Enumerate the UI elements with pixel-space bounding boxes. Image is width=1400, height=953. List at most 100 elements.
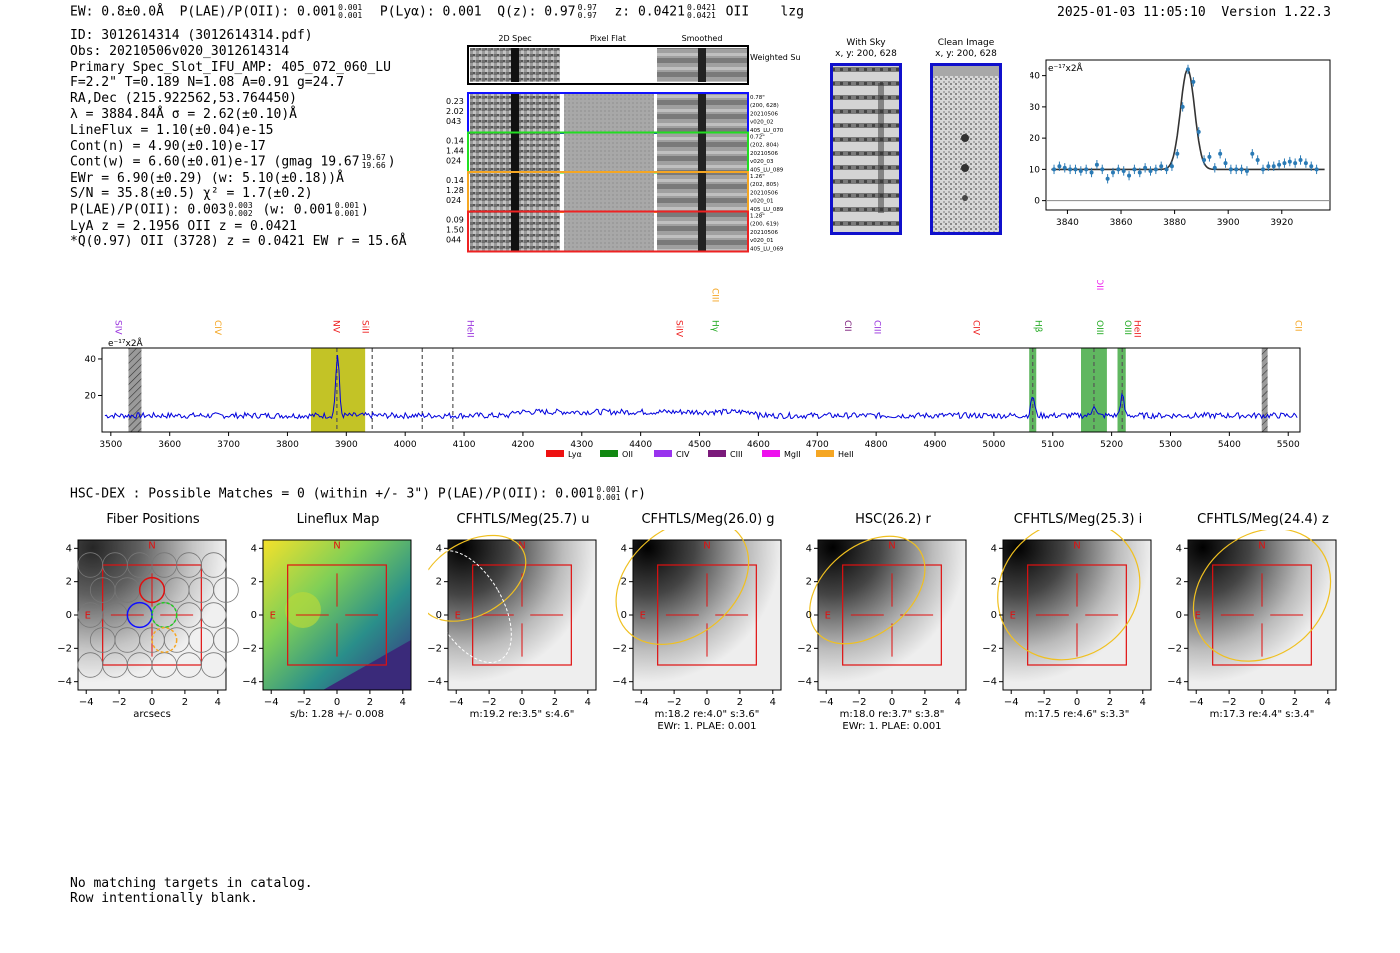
panel-x-tick-label: 2 — [922, 697, 928, 708]
panel-x-tick-label: 2 — [1292, 697, 1298, 708]
info-obs: Obs: 20210506v020_3012614314 — [70, 43, 290, 59]
fit-data-point — [1287, 159, 1292, 164]
spec2d-row-line — [511, 212, 519, 251]
panel-y-tick-label: 2 — [66, 577, 72, 588]
panel-y-tick-label: 2 — [251, 577, 257, 588]
spec2d-row-color-bar — [467, 172, 469, 212]
with-sky-title-block: With Sky x, y: 200, 628 — [830, 38, 902, 60]
fiber-orange — [151, 626, 178, 654]
spectrum-masked-region — [128, 348, 142, 432]
info-plae-w: (w: 0.001 — [262, 202, 333, 218]
spectrum-y-tick-label: 40 — [85, 355, 97, 365]
header-qz-hi: 0.97 — [577, 3, 597, 12]
with-sky-coords: x, y: 200, 628 — [835, 49, 897, 59]
spectrum-line-label: Hγ — [710, 320, 720, 333]
north-label: N — [888, 540, 895, 551]
spectrum-x-tick-label: 5500 — [1277, 440, 1300, 450]
spectrum-line-label: CIII — [710, 288, 720, 302]
fit-data-point — [1303, 161, 1308, 166]
east-label: E — [455, 610, 461, 621]
panel-y-tick-label: 4 — [621, 543, 627, 554]
panel-y-tick-label: 4 — [806, 543, 812, 554]
fit-data-point — [1105, 176, 1110, 181]
spectrum-masked-region — [1261, 348, 1268, 432]
fiber-red — [138, 576, 166, 604]
spectrum-line-label: CIV — [212, 320, 222, 336]
spec2d-col-label: Pixel Flat — [590, 34, 626, 43]
spectrum-x-tick-label: 4100 — [453, 440, 476, 450]
fit-y-tick-label: 30 — [1030, 103, 1040, 113]
panel-y-tick-label: 0 — [991, 610, 997, 621]
panel-x-tick-label: 0 — [149, 697, 155, 708]
info-plae-lo: 0.002 — [228, 209, 253, 219]
fiber-green — [151, 601, 178, 629]
fit-data-point — [1261, 167, 1266, 172]
fit-data-point — [1100, 167, 1105, 172]
spec2d-row-line-smooth — [698, 133, 706, 172]
spectrum-x-tick-label: 4900 — [924, 440, 947, 450]
header-plae-hi: 0.001 — [338, 3, 363, 12]
header-plae-lo: 0.001 — [338, 11, 363, 20]
panel-caption: arcsecs — [133, 709, 171, 720]
fit-data-point — [1094, 162, 1099, 167]
panel-caption: m:18.2 re:4.0" s:3.6" — [655, 709, 760, 720]
fit-x-tick-label: 3840 — [1056, 218, 1079, 228]
header-z-lo: 0.0421 — [686, 11, 716, 20]
spec2d-row-left-label: 024 — [446, 196, 461, 205]
spectrum-line-label: CIV — [970, 320, 980, 336]
header-plya: P(Lyα): 0.001 — [379, 4, 482, 20]
panel-galaxy-image — [1003, 540, 1151, 690]
info-radec: RA,Dec (215.922562,53.764450) — [70, 91, 297, 107]
fit-plot-frame — [1045, 59, 1331, 211]
info-contw-text: Cont(w) = 6.60(±0.01)e-17 (gmag 19.67 — [70, 154, 360, 170]
east-label: E — [270, 610, 276, 621]
panel-y-tick-label: 4 — [991, 543, 997, 554]
panel-y-tick-label: 2 — [991, 577, 997, 588]
spectrum-x-tick-label: 3900 — [335, 440, 358, 450]
fit-data-point — [1164, 167, 1169, 172]
fit-data-point — [1234, 167, 1239, 172]
fit-data-point — [1293, 161, 1298, 166]
spectrum-line-label: SIV — [113, 320, 123, 335]
spectrum-line-label: CII — [1292, 320, 1302, 332]
clean-cutout — [930, 63, 1002, 235]
fit-data-point — [1228, 167, 1233, 172]
lineflux-blob — [285, 592, 321, 628]
fit-data-point — [1110, 170, 1115, 175]
galaxy-ellipse — [997, 530, 1141, 661]
spec2d-row-right-label: 1.26" — [750, 174, 765, 180]
fit-data-point — [1116, 167, 1121, 172]
panel-x-tick-label: 0 — [1259, 697, 1265, 708]
spectrum-x-tick-label: 4200 — [511, 440, 534, 450]
spec2d-row-color-bar — [467, 211, 469, 252]
fit-data-point — [1196, 129, 1201, 134]
spec2d-row-right-label: v020_01 — [750, 199, 774, 205]
panel-title: CFHTLS/Meg(25.7) u — [456, 512, 590, 527]
spectrum-line-label: OIII — [1094, 320, 1104, 335]
panel-x-tick-label: −4 — [79, 697, 94, 708]
legend-swatch — [654, 450, 672, 457]
legend-label: CIII — [730, 450, 743, 459]
fiber-circle — [200, 602, 227, 628]
info-contn: Cont(n) = 4.90(±0.10)e-17 — [70, 138, 266, 154]
info-sn: S/N = 35.8(±0.5) χ² = 1.7(±0.2) — [70, 186, 313, 202]
fit-data-point — [1186, 67, 1190, 72]
fit-data-point — [1073, 167, 1078, 172]
header-z-hi: 0.0421 — [686, 3, 716, 12]
fit-data-point — [1266, 164, 1271, 169]
spec2d-col-label: 2D Spec — [498, 34, 531, 43]
info-contw: Cont(w) = 6.60(±0.01)e-17 (gmag 19.67 19.… — [70, 154, 407, 170]
panel-y-tick-label: 2 — [1176, 577, 1182, 588]
panel-x-tick-label: 4 — [400, 697, 406, 708]
spec2d-row-line — [511, 94, 519, 132]
spectrum-line-label: HeII — [1132, 320, 1142, 338]
panel-x-tick-label: 4 — [585, 697, 591, 708]
panel-x-tick-label: −4 — [449, 697, 464, 708]
fit-data-point — [1191, 79, 1196, 84]
panel-x-tick-label: 2 — [182, 697, 188, 708]
spec2d-row-right-label: 405_LU_089 — [750, 207, 784, 213]
spectrum-legend: Lyα OII CIV CIII MgII HeII — [546, 450, 854, 459]
spec2d-row-right-label: 20210506 — [750, 111, 778, 117]
header-z: z: 0.0421 — [614, 4, 685, 20]
